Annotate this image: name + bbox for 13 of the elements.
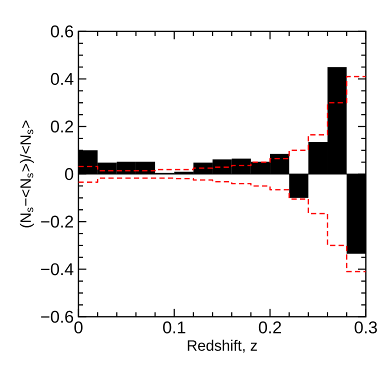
x-tick-label: 0.2 [258, 322, 281, 334]
y-tick-label: −0.4 [41, 263, 74, 276]
x-tick-label: 0 [74, 322, 83, 334]
y-tick-label: 0.4 [50, 73, 74, 86]
y-tick-label: −0.6 [41, 310, 74, 323]
y-tick-label: 0 [65, 168, 74, 180]
y-tick-label: 0.2 [50, 120, 73, 133]
y-axis-title: (N$_{s}$−<N$_{s}$>)/<N$_{s}$> [20, 120, 34, 228]
x-tick-label: 0.3 [354, 322, 377, 334]
x-tick-label: 0.1 [163, 322, 186, 334]
y-tick-label: −0.2 [41, 216, 73, 228]
x-axis-title: Redshift, z [188, 340, 257, 353]
y-tick-label: 0.6 [50, 26, 74, 38]
